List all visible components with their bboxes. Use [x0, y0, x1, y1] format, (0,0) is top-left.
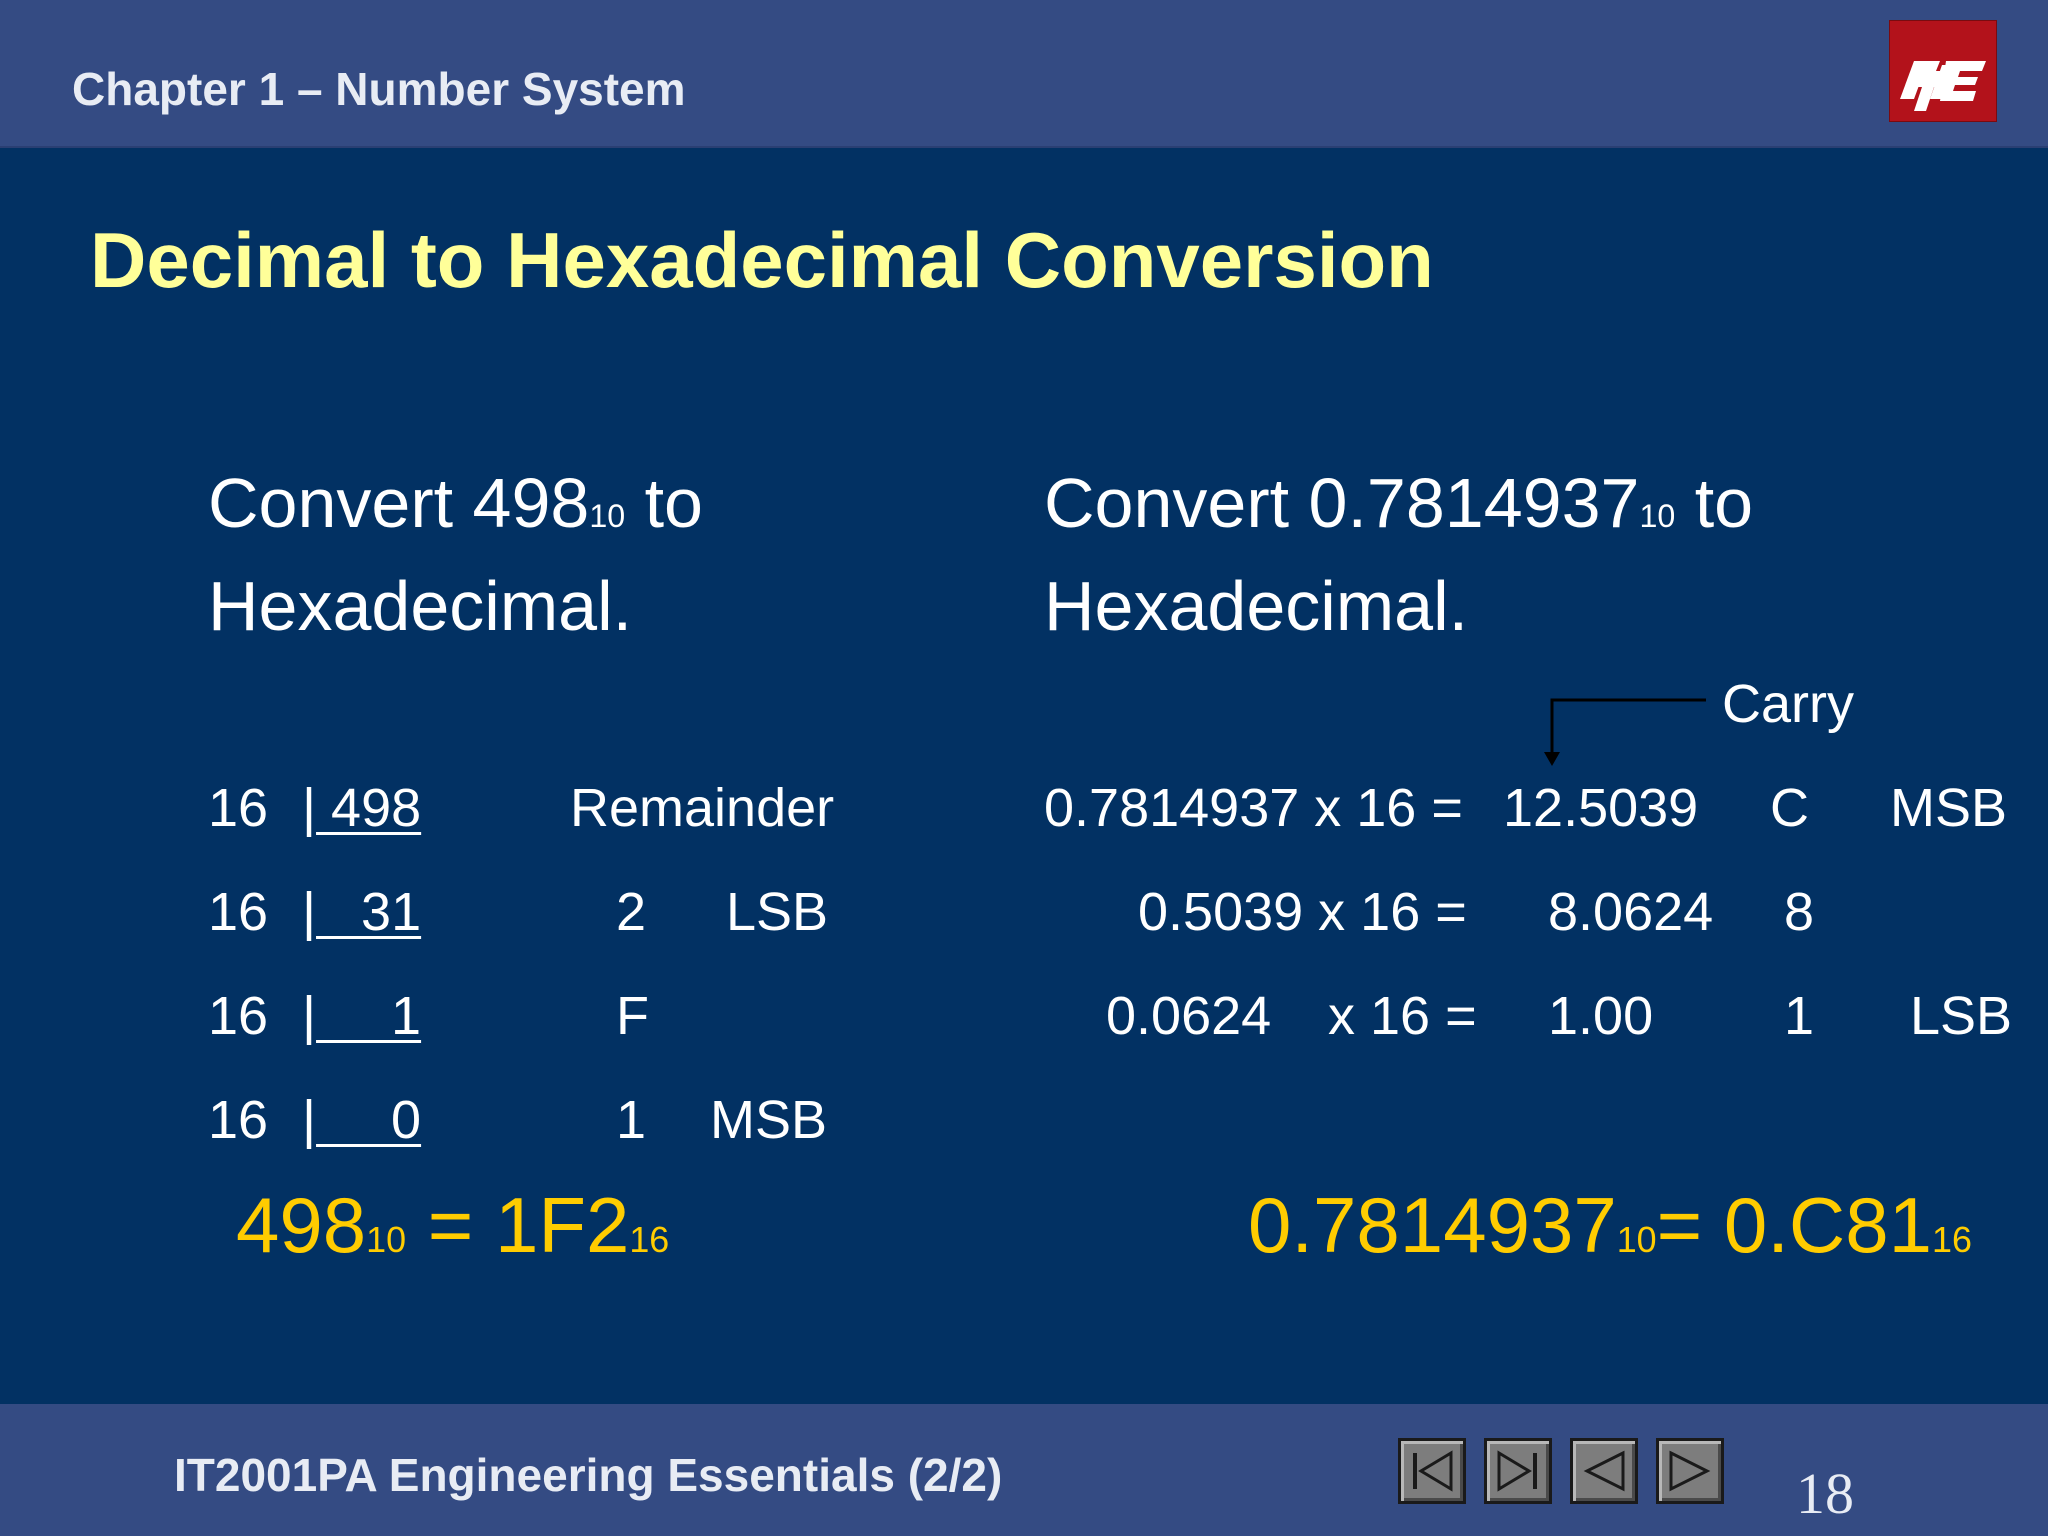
- result-equals: = 0.C81: [1656, 1181, 1932, 1269]
- remainder-digit: F: [616, 986, 649, 1046]
- multiplication: 0.7814937 x 16 =: [1044, 778, 1463, 838]
- first-slide-icon: [1413, 1450, 1453, 1492]
- next-arrow-icon: [1669, 1450, 1711, 1492]
- divisor: 16: [208, 1090, 269, 1150]
- divisor: 16: [208, 778, 269, 838]
- footer-bar: IT2001PA Engineering Essentials (2/2) 18: [0, 1404, 2048, 1536]
- product: 1.00: [1548, 986, 1654, 1046]
- dividend: 1: [316, 986, 422, 1046]
- division-bar: | 31: [302, 882, 422, 942]
- right-result: 0.781493710= 0.C8116: [1248, 1180, 1972, 1285]
- result-equals: = 1F2: [406, 1181, 630, 1269]
- dividend: 0: [316, 1090, 422, 1150]
- right-heading-base: 10: [1639, 498, 1676, 534]
- dividend: 31: [316, 882, 422, 942]
- carry-digit: 8: [1784, 882, 1815, 942]
- divisor: 16: [208, 986, 269, 1046]
- next-slide-button[interactable]: [1656, 1438, 1724, 1504]
- msb-label: MSB: [710, 1090, 828, 1150]
- slide-title: Decimal to Hexadecimal Conversion: [90, 216, 1434, 304]
- left-heading-text: Convert 498: [208, 464, 590, 542]
- course-title: IT2001PA Engineering Essentials (2/2): [174, 1449, 1003, 1501]
- division-bar: | 1: [302, 986, 422, 1046]
- remainder-digit: 1: [616, 1090, 647, 1150]
- product: 8.0624: [1548, 882, 1714, 942]
- last-slide-icon: [1497, 1450, 1537, 1492]
- remainder-digit: 2: [616, 882, 647, 942]
- previous-arrow-icon: [1583, 1450, 1625, 1492]
- ite-logo: [1889, 20, 1997, 122]
- header-bar: Chapter 1 – Number System: [0, 0, 2048, 148]
- multiplicand: 0.0624: [1106, 986, 1272, 1046]
- division-bar: | 0: [302, 1090, 422, 1150]
- carry-digit: 1: [1784, 986, 1815, 1046]
- right-heading: Convert 0.781493710 to Hexadecimal.: [1044, 458, 1753, 651]
- multiplication: 0.5039 x 16 =: [1138, 882, 1467, 942]
- result-value: 498: [236, 1181, 367, 1269]
- result-base: 10: [1616, 1220, 1657, 1260]
- left-heading-line2: Hexadecimal.: [208, 567, 633, 645]
- lsb-label: LSB: [1910, 986, 2013, 1046]
- division-bar: | 498: [302, 778, 422, 838]
- carry-label: Carry: [1722, 674, 1854, 734]
- result-base: 16: [1932, 1220, 1972, 1260]
- carry-arrow-icon: [1544, 698, 1706, 766]
- result-value: 0.7814937: [1248, 1181, 1617, 1269]
- dividend: 498: [316, 778, 422, 838]
- divisor: 16: [208, 882, 269, 942]
- previous-slide-button[interactable]: [1570, 1438, 1638, 1504]
- product: 12.5039: [1503, 778, 1699, 838]
- left-heading-base: 10: [589, 498, 626, 534]
- multiplication: x 16 =: [1328, 986, 1477, 1046]
- right-heading-to: to: [1675, 464, 1754, 542]
- carry-digit: C: [1770, 778, 1809, 838]
- right-heading-text: Convert 0.7814937: [1044, 464, 1640, 542]
- result-base: 10: [366, 1220, 407, 1260]
- left-heading-to: to: [625, 464, 703, 542]
- left-result: 49810 = 1F216: [236, 1180, 669, 1285]
- result-base: 16: [629, 1220, 670, 1260]
- page-number: 18: [1796, 1461, 1854, 1526]
- left-heading: Convert 49810 to Hexadecimal.: [208, 458, 703, 651]
- lsb-label: LSB: [726, 882, 829, 942]
- msb-label: MSB: [1890, 778, 2008, 838]
- chapter-title: Chapter 1 – Number System: [72, 63, 686, 115]
- right-heading-line2: Hexadecimal.: [1044, 567, 1469, 645]
- last-slide-button[interactable]: [1484, 1438, 1552, 1504]
- first-slide-button[interactable]: [1398, 1438, 1466, 1504]
- remainder-label: Remainder: [570, 778, 835, 838]
